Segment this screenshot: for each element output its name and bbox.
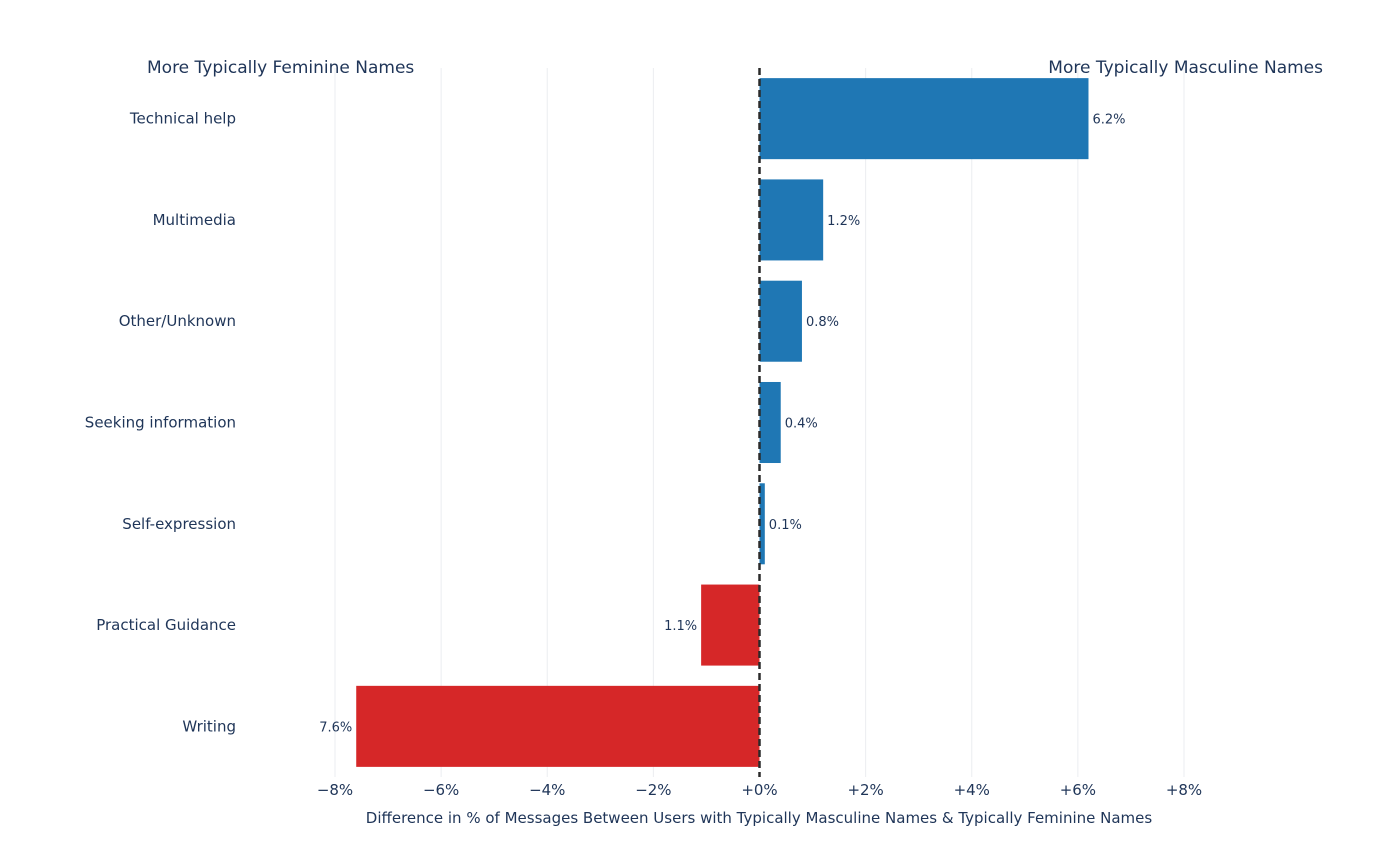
bar bbox=[759, 78, 1089, 160]
category-label: Seeking information bbox=[85, 414, 236, 432]
bar bbox=[759, 381, 781, 464]
data-label: 0.8% bbox=[806, 315, 839, 330]
category-label: Self-expression bbox=[122, 515, 236, 533]
grid-lines bbox=[334, 68, 1185, 777]
bar bbox=[759, 179, 824, 261]
data-label: 6.2% bbox=[1092, 113, 1125, 128]
left-side-title: More Typically Feminine Names bbox=[147, 58, 414, 78]
bar bbox=[701, 584, 760, 666]
category-label: Practical Guidance bbox=[96, 616, 236, 634]
x-axis-title: Difference in % of Messages Between User… bbox=[366, 809, 1153, 827]
category-label: Multimedia bbox=[153, 211, 236, 229]
data-label: 0.1% bbox=[769, 518, 802, 533]
category-label: Other/Unknown bbox=[119, 312, 236, 330]
x-tick-labels: −8% −6% −4% −2% +0% +2% +4% +6% +8% bbox=[317, 781, 1202, 799]
data-label: 0.4% bbox=[785, 417, 818, 432]
x-tick-label: +2% bbox=[847, 781, 883, 799]
data-label: 7.6% bbox=[319, 720, 352, 735]
x-tick-label: +0% bbox=[741, 781, 777, 799]
bar bbox=[759, 280, 802, 362]
bar bbox=[759, 483, 765, 565]
right-side-title: More Typically Masculine Names bbox=[1048, 58, 1323, 78]
category-label: Technical help bbox=[129, 110, 236, 128]
x-tick-label: +4% bbox=[954, 781, 990, 799]
x-tick-label: +8% bbox=[1166, 781, 1202, 799]
data-label: 1.1% bbox=[664, 619, 697, 634]
data-label: 1.2% bbox=[827, 214, 860, 229]
x-tick-label: −4% bbox=[529, 781, 565, 799]
x-tick-label: −6% bbox=[423, 781, 459, 799]
x-tick-label: −2% bbox=[635, 781, 671, 799]
data-labels: 6.2% 1.2% 0.8% 0.4% 0.1% 1.1% 7.6% bbox=[319, 113, 1125, 736]
category-labels: Technical help Multimedia Other/Unknown See… bbox=[85, 110, 236, 736]
bar bbox=[356, 685, 760, 767]
bars bbox=[356, 78, 1089, 767]
category-label: Writing bbox=[182, 717, 236, 735]
x-tick-label: +6% bbox=[1060, 781, 1096, 799]
x-tick-label: −8% bbox=[317, 781, 353, 799]
